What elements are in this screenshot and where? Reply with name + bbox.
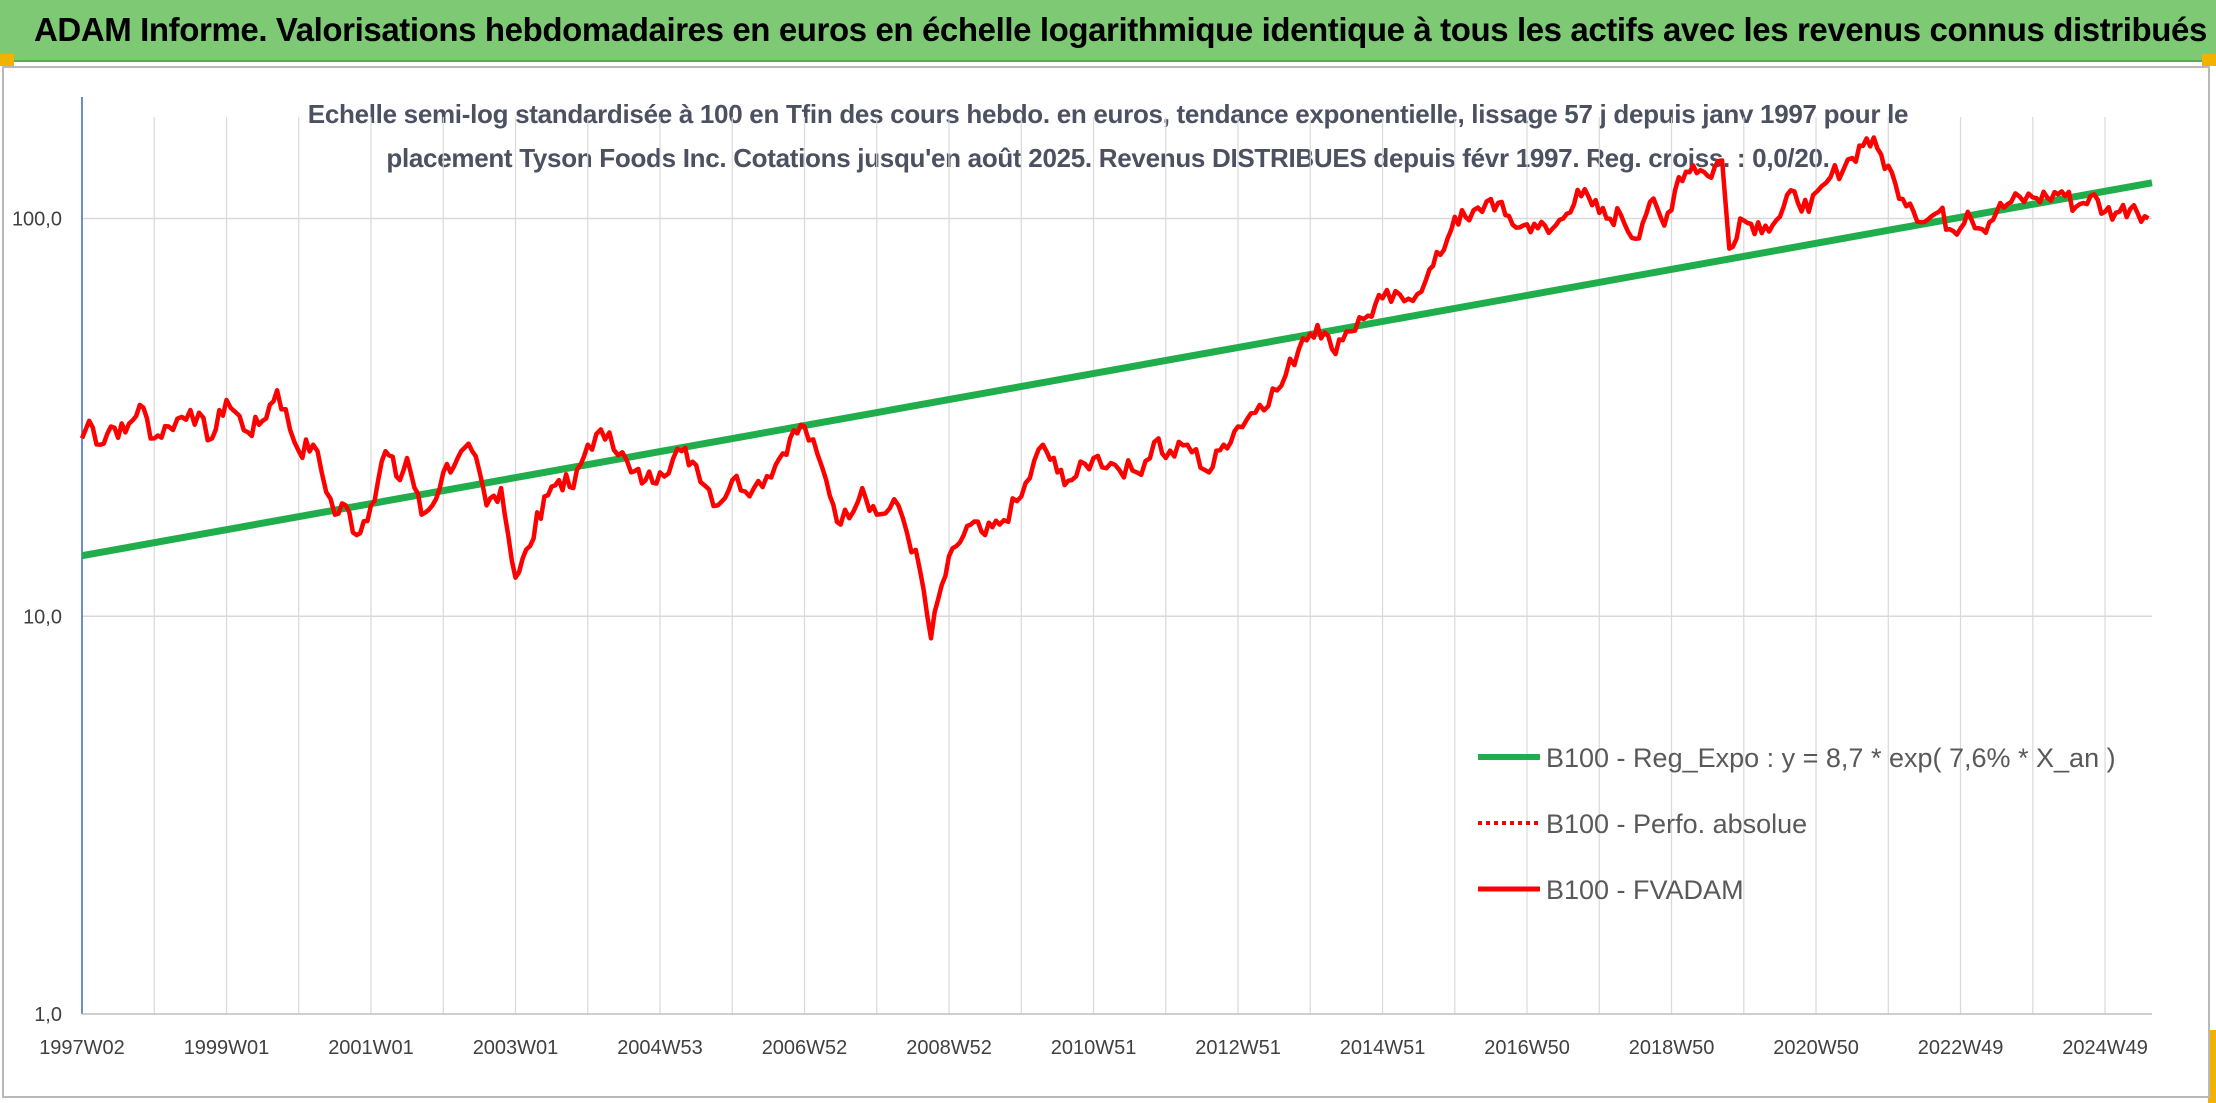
x-tick-label: 2003W01 [473, 1037, 559, 1059]
y-tick-label: 100,0 [12, 209, 62, 231]
x-tick-label: 2024W49 [2062, 1037, 2148, 1059]
legend-label-perfo: B100 - Perfo. absolue [1546, 809, 1807, 839]
y-tick-label: 1,0 [34, 1004, 62, 1026]
x-tick-label: 2010W51 [1051, 1037, 1137, 1059]
report-title: ADAM Informe. Valorisations hebdomadaire… [34, 11, 2207, 48]
legend: B100 - Reg_Expo : y = 8,7 * exp( 7,6% * … [1478, 743, 2116, 905]
x-tick-label: 2006W52 [762, 1037, 848, 1059]
legend-label-trend: B100 - Reg_Expo : y = 8,7 * exp( 7,6% * … [1546, 743, 2116, 773]
report-banner: ADAM Informe. Valorisations hebdomadaire… [0, 0, 2216, 62]
chart-title-line-1: Echelle semi-log standardisée à 100 en T… [307, 99, 1909, 129]
x-tick-label: 2014W51 [1340, 1037, 1426, 1059]
grid-layer [82, 117, 2152, 1014]
x-tick-label: 2012W51 [1195, 1037, 1281, 1059]
x-tick-label: 2004W53 [617, 1037, 703, 1059]
x-tick-label: 2016W50 [1484, 1037, 1570, 1059]
series-layer [79, 135, 2153, 641]
trend-line [81, 179, 2153, 560]
y-tick-label: 10,0 [23, 606, 62, 628]
fvadam-line [79, 135, 2150, 641]
corner-mark-bottom-right [2208, 1030, 2216, 1103]
corner-mark-top-left [0, 54, 14, 66]
axis-layer: 1,0 10,0 100,0 1997W02 1999W01 2001W01 2003W01… [12, 97, 2152, 1059]
x-tick-label: 2022W49 [1918, 1037, 2004, 1059]
corner-mark-top-right [2202, 54, 2216, 66]
chart-title: Echelle semi-log standardisée à 100 en T… [0, 92, 2216, 180]
x-tick-label: 2018W50 [1629, 1037, 1715, 1059]
x-tick-label: 2001W01 [328, 1037, 414, 1059]
chart-title-line-2: placement Tyson Foods Inc. Cotations jus… [386, 143, 1830, 173]
x-tick-label: 1997W02 [39, 1037, 125, 1059]
x-tick-label: 2020W50 [1773, 1037, 1859, 1059]
x-tick-label: 2008W52 [906, 1037, 992, 1059]
legend-label-fvadam: B100 - FVADAM [1546, 875, 1744, 905]
x-tick-label: 1999W01 [184, 1037, 270, 1059]
